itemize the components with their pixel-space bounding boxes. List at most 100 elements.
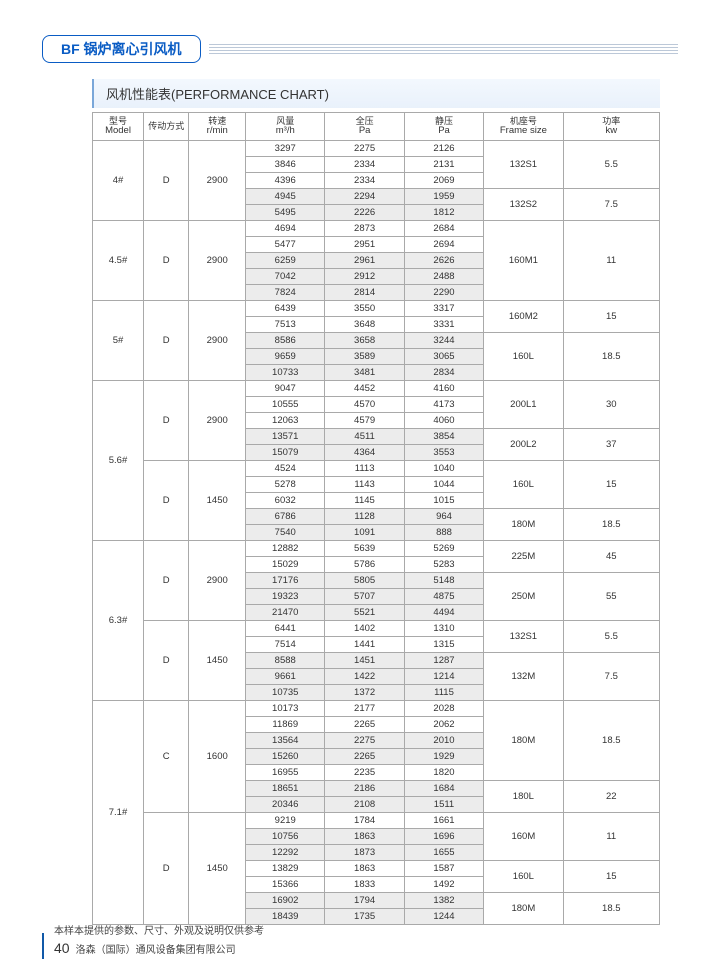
data-cell: 20346 (246, 797, 325, 813)
model-cell: 4# (93, 141, 144, 221)
drive-cell: D (144, 381, 189, 461)
frame-cell: 160L (484, 333, 563, 381)
data-cell: 4524 (246, 461, 325, 477)
data-cell: 1145 (325, 493, 404, 509)
rpm-cell: 2900 (189, 141, 246, 221)
drive-cell: D (144, 813, 189, 925)
data-cell: 6259 (246, 253, 325, 269)
data-cell: 21470 (246, 605, 325, 621)
data-cell: 2028 (404, 701, 483, 717)
data-cell: 1310 (404, 621, 483, 637)
data-cell: 1315 (404, 637, 483, 653)
column-header: 型号Model (93, 113, 144, 141)
data-cell: 2131 (404, 157, 483, 173)
data-cell: 5148 (404, 573, 483, 589)
rpm-cell: 2900 (189, 221, 246, 301)
data-cell: 5786 (325, 557, 404, 573)
data-cell: 16902 (246, 893, 325, 909)
kw-cell: 5.5 (563, 621, 659, 653)
data-cell: 1511 (404, 797, 483, 813)
table-row: D1450452411131040160L15 (93, 461, 660, 477)
model-cell: 6.3# (93, 541, 144, 701)
data-cell: 17176 (246, 573, 325, 589)
kw-cell: 15 (563, 301, 659, 333)
data-cell: 1587 (404, 861, 483, 877)
data-cell: 1402 (325, 621, 404, 637)
data-cell: 1015 (404, 493, 483, 509)
data-cell: 5521 (325, 605, 404, 621)
data-cell: 2834 (404, 365, 483, 381)
data-cell: 3550 (325, 301, 404, 317)
data-cell: 1959 (404, 189, 483, 205)
data-cell: 2226 (325, 205, 404, 221)
data-cell: 1863 (325, 829, 404, 845)
frame-cell: 200L2 (484, 429, 563, 461)
column-header: 转速r/min (189, 113, 246, 141)
table-row: 7.1#C16001017321772028180M18.5 (93, 701, 660, 717)
data-cell: 10756 (246, 829, 325, 845)
data-cell: 1214 (404, 669, 483, 685)
data-cell: 1143 (325, 477, 404, 493)
frame-cell: 200L1 (484, 381, 563, 429)
data-cell: 3553 (404, 445, 483, 461)
data-cell: 8588 (246, 653, 325, 669)
kw-cell: 18.5 (563, 509, 659, 541)
data-cell: 4694 (246, 221, 325, 237)
table-row: 6.3#D29001288256395269225M45 (93, 541, 660, 557)
frame-cell: 160L (484, 461, 563, 509)
data-cell: 4579 (325, 413, 404, 429)
data-cell: 1655 (404, 845, 483, 861)
rpm-cell: 1600 (189, 701, 246, 813)
data-cell: 2684 (404, 221, 483, 237)
rpm-cell: 2900 (189, 301, 246, 381)
table-header-row: 型号Model传动方式转速r/min风量m³/h全压Pa静压Pa机座号Frame… (93, 113, 660, 141)
table-row: 4.5#D2900469428732684160M111 (93, 221, 660, 237)
kw-cell: 45 (563, 541, 659, 573)
data-cell: 1784 (325, 813, 404, 829)
data-cell: 1372 (325, 685, 404, 701)
data-cell: 1929 (404, 749, 483, 765)
drive-cell: D (144, 221, 189, 301)
data-cell: 4945 (246, 189, 325, 205)
data-cell: 11869 (246, 717, 325, 733)
table-row: 5.6#D2900904744524160200L130 (93, 381, 660, 397)
kw-cell: 18.5 (563, 893, 659, 925)
data-cell: 5639 (325, 541, 404, 557)
data-cell: 15366 (246, 877, 325, 893)
column-header: 机座号Frame size (484, 113, 563, 141)
data-cell: 2961 (325, 253, 404, 269)
kw-cell: 18.5 (563, 701, 659, 781)
data-cell: 2873 (325, 221, 404, 237)
data-cell: 1661 (404, 813, 483, 829)
data-cell: 2294 (325, 189, 404, 205)
data-cell: 2062 (404, 717, 483, 733)
data-cell: 10555 (246, 397, 325, 413)
kw-cell: 37 (563, 429, 659, 461)
data-cell: 1091 (325, 525, 404, 541)
data-cell: 2694 (404, 237, 483, 253)
rpm-cell: 1450 (189, 461, 246, 541)
column-header: 传动方式 (144, 113, 189, 141)
model-cell: 4.5# (93, 221, 144, 301)
data-cell: 7824 (246, 285, 325, 301)
data-cell: 2265 (325, 717, 404, 733)
model-cell: 5# (93, 301, 144, 381)
data-cell: 2951 (325, 237, 404, 253)
frame-cell: 160L (484, 861, 563, 893)
drive-cell: C (144, 701, 189, 813)
data-cell: 3658 (325, 333, 404, 349)
data-cell: 2265 (325, 749, 404, 765)
model-cell: 5.6# (93, 381, 144, 541)
data-cell: 1735 (325, 909, 404, 925)
frame-cell: 160M2 (484, 301, 563, 333)
kw-cell: 5.5 (563, 141, 659, 189)
data-cell: 3317 (404, 301, 483, 317)
frame-cell: 132S1 (484, 141, 563, 189)
data-cell: 1873 (325, 845, 404, 861)
data-cell: 7514 (246, 637, 325, 653)
data-cell: 18651 (246, 781, 325, 797)
data-cell: 3065 (404, 349, 483, 365)
column-header: 全压Pa (325, 113, 404, 141)
frame-cell: 132S2 (484, 189, 563, 221)
model-cell: 7.1# (93, 701, 144, 925)
